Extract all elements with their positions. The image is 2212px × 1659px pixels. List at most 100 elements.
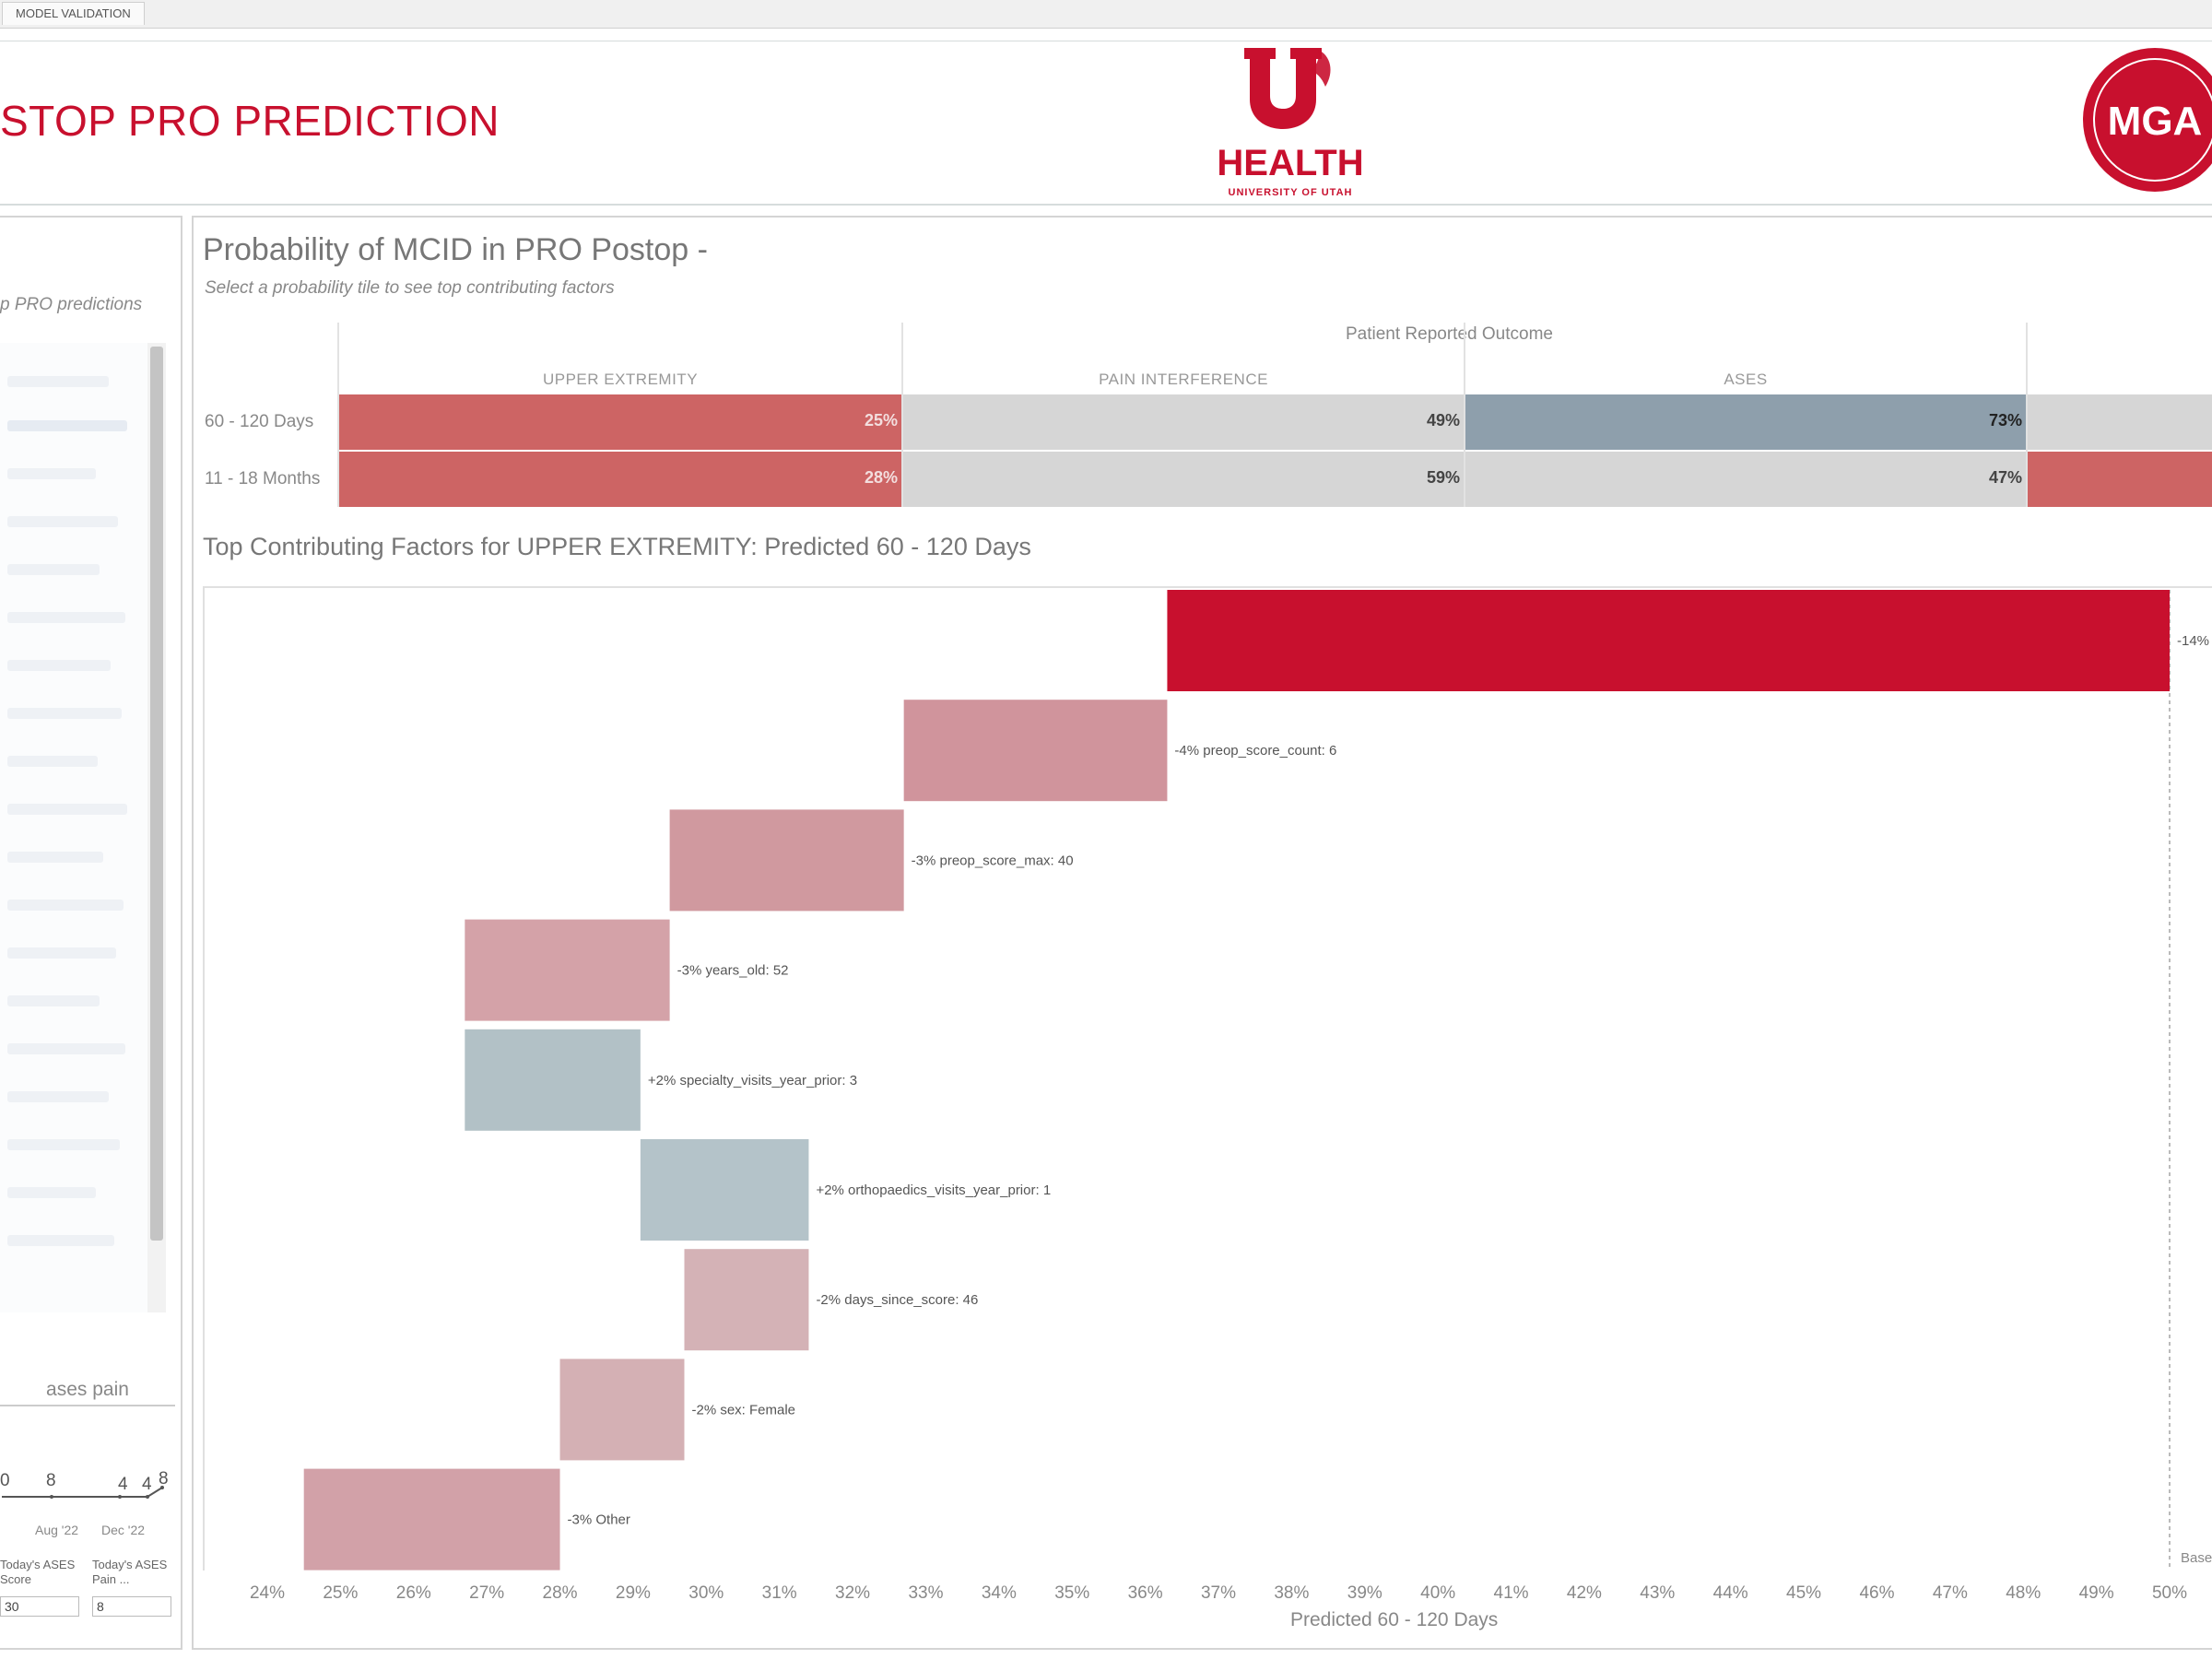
column-header-pain-interference: PAIN INTERFERENCE [1099,371,1268,388]
waterfall-bar[interactable] [640,1139,809,1241]
waterfall-bar[interactable] [559,1359,685,1461]
list-item[interactable] [7,1091,109,1102]
probability-subtitle: Select a probability tile to see top con… [205,278,615,298]
x-tick-label: 40% [1420,1583,1455,1603]
bar-label: -3% Other [568,1512,630,1528]
bar-label: -3% years_old: 52 [677,963,789,979]
bar-label: -14% [2177,633,2209,649]
ases-pain-trend-label: ases pain [0,1379,175,1406]
x-tick-label: 46% [1859,1583,1894,1603]
x-tick-label: 42% [1567,1583,1602,1603]
x-tick-label: 27% [469,1583,504,1603]
tile-value: 73% [1988,411,2022,429]
trend-value: 0 [0,1471,10,1490]
list-item[interactable] [7,660,111,671]
tile-pain-interference-60-120[interactable]: 49% [903,394,1464,450]
tab-strip: MODEL VALIDATION [0,0,2212,29]
ases-pain-sparkline [2,1486,164,1499]
x-tick-label: 43% [1640,1583,1675,1603]
column-divider [2026,323,2028,507]
tile-value: 47% [1988,468,2022,487]
list-item[interactable] [7,376,109,387]
list-item[interactable] [7,708,122,719]
patient-list[interactable] [0,343,147,1312]
list-item[interactable] [7,1235,114,1246]
x-tick-label: 47% [1933,1583,1968,1603]
chart-frame [203,586,2212,1571]
waterfall-bar[interactable] [684,1249,809,1351]
x-tick-label: 45% [1786,1583,1821,1603]
list-item[interactable] [7,995,100,1006]
tile-next-column-60-120[interactable] [2028,394,2212,450]
x-tick-label: 29% [616,1583,651,1603]
todays-ases-score-input[interactable]: 30 [0,1596,79,1617]
x-tick-label: 34% [982,1583,1017,1603]
health-logo-subtitle: UNIVERSITY OF UTAH [1229,187,1353,198]
waterfall-bar[interactable] [1167,590,2170,691]
page-title: STOP PRO PREDICTION [0,97,500,145]
bar-label: -2% sex: Female [691,1402,795,1418]
trend-value: 8 [46,1471,56,1490]
waterfall-bar[interactable] [465,919,670,1021]
list-item[interactable] [7,516,118,527]
x-tick-label: 35% [1054,1583,1089,1603]
bar-label: -4% preop_score_count: 6 [1174,743,1336,759]
base-label: Base [2181,1550,2212,1566]
list-item[interactable] [7,420,127,431]
list-item[interactable] [7,1043,125,1054]
tile-ases-60-120[interactable]: 73% [1465,394,2026,450]
x-tick-label: 50% [2152,1583,2187,1603]
trend-value: 4 [118,1475,128,1494]
todays-ases-pain-input[interactable]: 8 [92,1596,171,1617]
list-item[interactable] [7,564,100,575]
trend-value: 8 [159,1469,169,1488]
waterfall-bar[interactable] [303,1468,560,1571]
tile-next-column-11-18[interactable] [2028,452,2212,507]
x-tick-label: 32% [835,1583,870,1603]
tile-upper-extremity-60-120[interactable]: 25% [339,394,901,450]
list-scrollbar-thumb[interactable] [150,347,163,1241]
x-tick-label: 38% [1274,1583,1309,1603]
x-tick-label: 37% [1201,1583,1236,1603]
tile-pain-interference-11-18[interactable]: 59% [903,452,1464,507]
waterfall-bar[interactable] [903,700,1168,802]
list-item[interactable] [7,900,124,911]
health-logo-text: HEALTH [1217,143,1363,183]
x-tick-label: 33% [908,1583,943,1603]
factors-title: Top Contributing Factors for UPPER EXTRE… [203,533,1031,560]
list-item[interactable] [7,468,96,479]
list-item[interactable] [7,1139,120,1150]
tile-value: 28% [864,468,898,487]
column-divider [1464,323,1465,507]
waterfall-bar[interactable] [465,1029,641,1131]
x-tick-label: 48% [2006,1583,2041,1603]
pro-header: Patient Reported Outcome [1346,324,1553,344]
waterfall-bar[interactable] [669,809,904,912]
tile-upper-extremity-11-18[interactable]: 28% [339,452,901,507]
tile-ases-11-18[interactable]: 47% [1465,452,2026,507]
x-tick-label: 28% [543,1583,578,1603]
list-item[interactable] [7,804,127,815]
row-header-11-18-months: 11 - 18 Months [205,469,321,488]
column-header-upper-extremity: UPPER EXTREMITY [542,371,699,388]
trend-date: Dec '22 [101,1523,146,1537]
x-tick-label: 31% [762,1583,797,1603]
list-item[interactable] [7,1187,96,1198]
left-panel-subtitle: p PRO predictions [0,295,143,314]
column-divider [901,323,903,507]
x-tick-label: 44% [1713,1583,1748,1603]
list-item[interactable] [7,756,98,767]
x-tick-label: 39% [1347,1583,1382,1603]
trend-date: Aug '22 [35,1523,79,1537]
bar-label: -3% preop_score_max: 40 [912,853,1074,868]
bar-label: -2% days_since_score: 46 [816,1292,978,1308]
list-item[interactable] [7,612,125,623]
list-item[interactable] [7,947,116,959]
row-header-60-120-days: 60 - 120 Days [205,412,314,431]
dashboard-header [0,41,2212,206]
bar-label: +2% orthopaedics_visits_year_prior: 1 [816,1182,1051,1198]
x-tick-label: 24% [250,1583,285,1603]
tab-model-validation[interactable]: MODEL VALIDATION [2,2,145,25]
list-item[interactable] [7,852,103,863]
